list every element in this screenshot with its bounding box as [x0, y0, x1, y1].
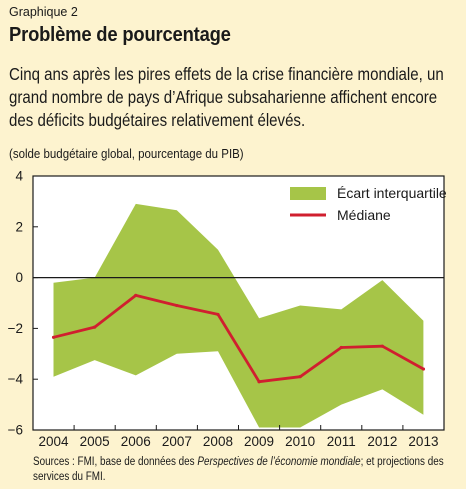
legend-band-swatch [290, 187, 326, 200]
median-point [175, 303, 179, 308]
median-point [134, 293, 138, 297]
y-tick-label: −6 [8, 423, 23, 438]
chart-subtitle: Cinq ans après les pires effets de la cr… [9, 64, 444, 130]
x-tick-label: 2010 [285, 434, 315, 449]
median-point [339, 345, 343, 350]
median-point [93, 325, 97, 329]
x-tick-label: 2013 [408, 434, 438, 449]
y-tick-label: 0 [15, 270, 23, 285]
figure-label: Graphique 2 [9, 5, 78, 19]
axis-layer: 4 2 0 −2 −4 −6 2004 2005 2006 2007 2008 2009 2010 201… [8, 169, 445, 449]
x-tick-label: 2004 [39, 434, 70, 449]
x-tick-label: 2007 [162, 434, 192, 449]
band-layer [53, 203, 424, 428]
legend-band-label: Écart interquartile [337, 185, 447, 201]
chart-units: (solde budgétaire global, pourcentage du… [9, 147, 244, 161]
x-tick-label: 2005 [80, 434, 110, 449]
y-tick-label: 4 [15, 169, 23, 184]
source-italic: Perspectives de l’économie mondiale [197, 456, 361, 468]
chart-title: Problème de pourcentage [9, 24, 231, 46]
median-line [52, 293, 425, 384]
median-point [298, 375, 302, 379]
source-note: Sources : FMI, base de données des Persp… [33, 455, 446, 485]
source-prefix: Sources : FMI, base de données des [33, 456, 198, 468]
median-point [51, 335, 56, 339]
median-point [421, 367, 426, 371]
source-suffix: ; et projections des services du FMI. [33, 456, 444, 483]
median-point [380, 344, 384, 348]
y-tick-label: 2 [15, 219, 23, 234]
legend-median-label: Médiane [337, 207, 391, 223]
x-tick-label: 2006 [121, 434, 151, 449]
line-layer [51, 293, 426, 384]
y-tick-label: −2 [8, 321, 23, 336]
x-tick-label: 2009 [244, 434, 274, 449]
interquartile-band [53, 203, 424, 428]
legend: Écart interquartile Médiane [290, 185, 447, 223]
median-point [257, 380, 261, 384]
x-tick-label: 2012 [367, 434, 397, 449]
x-tick-label: 2008 [203, 434, 233, 449]
x-tick-label: 2011 [327, 434, 356, 449]
median-point [216, 312, 220, 317]
y-tick-label: −4 [8, 372, 24, 387]
